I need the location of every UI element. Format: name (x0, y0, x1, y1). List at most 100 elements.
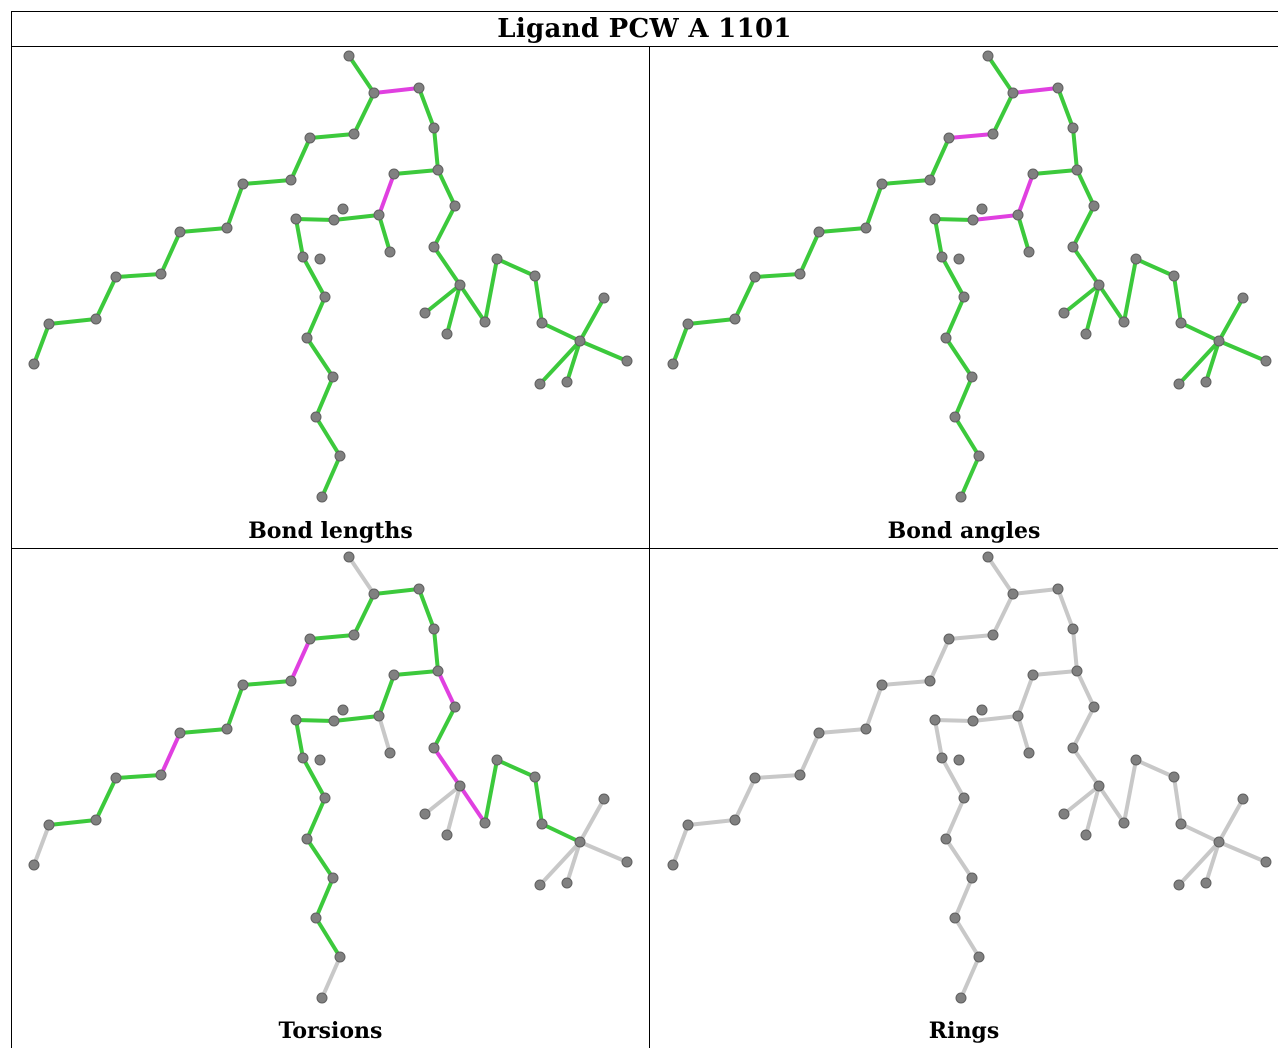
atom (343, 50, 355, 62)
atom (1213, 335, 1225, 347)
atom (1067, 623, 1079, 635)
atom (413, 583, 425, 595)
bond-unassessed (1071, 746, 1101, 788)
bond-normal (1122, 257, 1138, 324)
bond-normal (47, 317, 98, 326)
bond-unassessed (1204, 840, 1221, 885)
atom (368, 87, 380, 99)
bond-normal (320, 454, 342, 499)
atom (1088, 200, 1100, 212)
bond-normal (432, 245, 462, 287)
atom (1012, 710, 1024, 722)
atom (454, 780, 466, 792)
atom (967, 214, 979, 226)
atom (110, 772, 122, 784)
atom (155, 268, 167, 280)
atom (28, 859, 40, 871)
bond-normal (352, 91, 376, 136)
bond-normal (377, 673, 396, 718)
bond-normal (1056, 86, 1075, 130)
bond-unassessed (423, 784, 462, 816)
bond-normal (1031, 168, 1079, 176)
bond-normal (565, 339, 582, 384)
atom (310, 411, 322, 423)
atom (860, 222, 872, 234)
atom (1058, 307, 1070, 319)
atom (449, 200, 461, 212)
bond-unassessed (1084, 784, 1101, 837)
atom (491, 754, 503, 766)
atom (982, 50, 994, 62)
panel-torsions: Torsions (12, 549, 649, 1048)
bond-normal (305, 837, 335, 880)
atom (384, 747, 396, 759)
bond-normal (436, 168, 457, 208)
panel-rings: Rings (650, 549, 1278, 1048)
atom (561, 376, 573, 388)
atom (924, 174, 936, 186)
atom (976, 704, 988, 716)
atom (221, 222, 233, 234)
bond-normal (178, 727, 229, 735)
bond-normal (305, 796, 327, 841)
bond-unassessed (817, 727, 868, 735)
atom (1260, 355, 1272, 367)
bond-normal (540, 822, 582, 844)
bond-normal (798, 230, 821, 276)
atom (327, 371, 339, 383)
bond-normal (578, 339, 629, 363)
atom (432, 665, 444, 677)
atom (428, 742, 440, 754)
bond-normal (733, 275, 757, 321)
bond-unassessed (953, 876, 974, 920)
bond-normal (314, 916, 342, 959)
atom (949, 912, 961, 924)
atom (174, 727, 186, 739)
bond-normal (1204, 339, 1221, 384)
atom (1027, 669, 1039, 681)
atom (973, 450, 985, 462)
atom (304, 132, 316, 144)
bond-normal (495, 257, 537, 278)
bond-normal (332, 714, 381, 723)
atom (536, 317, 548, 329)
bond-normal (445, 283, 462, 336)
bond-unassessed (1016, 673, 1035, 718)
atom (428, 623, 440, 635)
atom (297, 752, 309, 764)
bond-normal (1217, 339, 1268, 363)
atom (337, 704, 349, 716)
bond-normal (347, 54, 376, 95)
bond-unassessed (1217, 840, 1268, 864)
bond-unassessed (1062, 784, 1101, 816)
atom (155, 769, 167, 781)
bond-unassessed (1056, 587, 1075, 631)
bond-unassessed (947, 633, 995, 641)
atom (749, 772, 761, 784)
bond-normal (423, 283, 462, 315)
atom (290, 714, 302, 726)
bond-outlier (372, 86, 421, 95)
atom (285, 174, 297, 186)
atom (529, 270, 541, 282)
bond-normal (332, 213, 381, 222)
bond-normal (305, 295, 327, 340)
atom (237, 178, 249, 190)
atom (1088, 701, 1100, 713)
bond-normal (959, 454, 981, 499)
bond-normal (392, 669, 440, 677)
atom (304, 633, 316, 645)
bond-unassessed (377, 714, 392, 755)
atom (441, 829, 453, 841)
bond-unassessed (578, 797, 606, 844)
atom (1200, 376, 1212, 388)
atom (729, 313, 741, 325)
atom (334, 951, 346, 963)
bond-unassessed (538, 840, 582, 887)
bond-normal (377, 213, 392, 254)
atom (221, 723, 233, 735)
atom (479, 316, 491, 328)
bond-normal (225, 182, 245, 230)
bond-normal (540, 321, 582, 343)
bond-unassessed (986, 555, 1015, 596)
